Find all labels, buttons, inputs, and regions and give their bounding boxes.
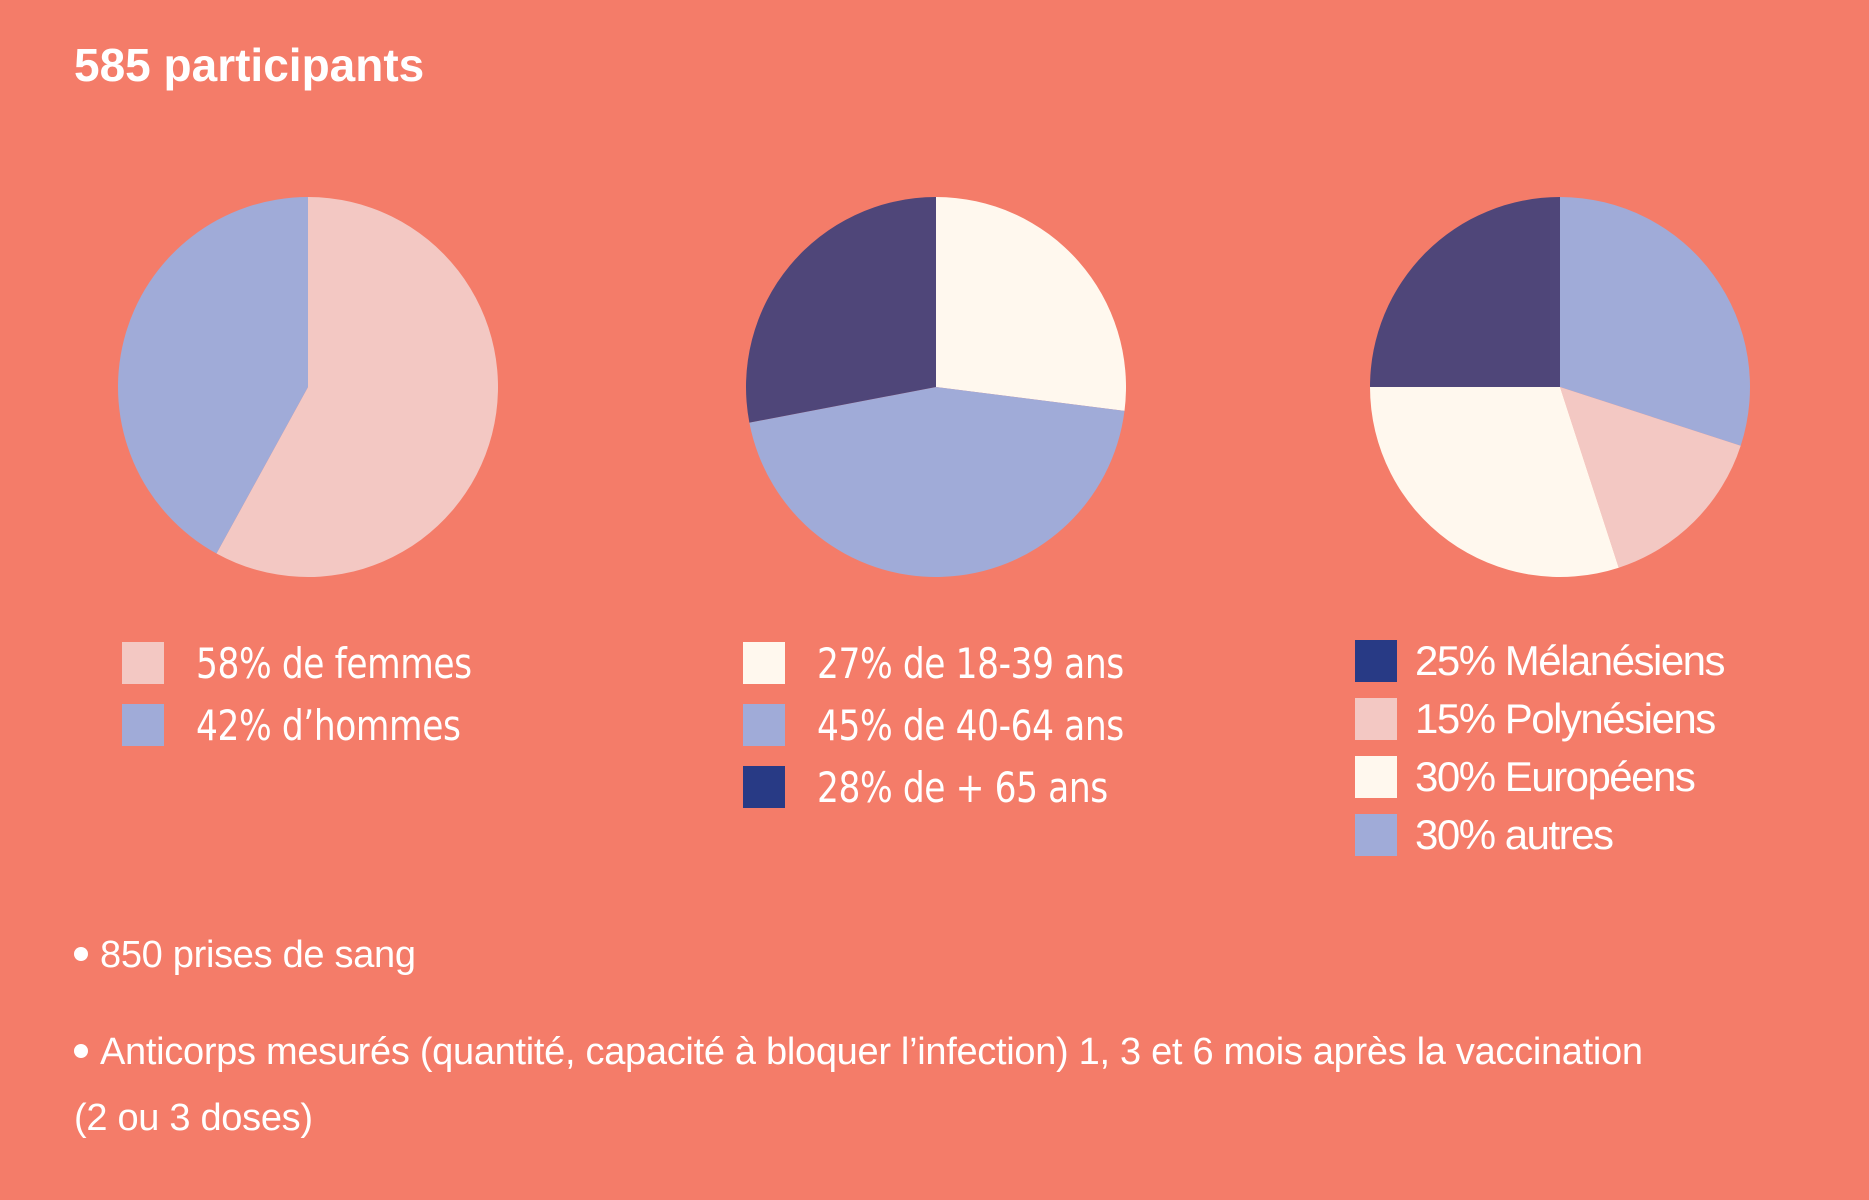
pie-slice — [118, 197, 308, 554]
legend-label: 28% de + 65 ans — [817, 762, 1108, 812]
page-title: 585 participants — [74, 39, 425, 91]
legend-item: 30% autres — [1355, 806, 1724, 864]
legend-swatch — [743, 704, 785, 746]
pie-chart-gender — [118, 197, 499, 577]
note-antibodies: Anticorps mesurés (quantité, capacité à … — [74, 1031, 1643, 1074]
legend-item: 30% Européens — [1355, 748, 1724, 806]
legend-age: 27% de 18-39 ans 45% de 40-64 ans 28% de… — [743, 632, 1191, 818]
pie-slice — [749, 387, 1125, 577]
bullet-dot — [74, 1043, 88, 1058]
legend-label: 45% de 40-64 ans — [817, 700, 1124, 750]
legend-swatch — [1355, 814, 1397, 856]
pie-slice — [936, 197, 1126, 411]
bullet-dot — [74, 946, 88, 961]
legend-item: 25% Mélanésiens — [1355, 632, 1726, 690]
legend-swatch — [743, 766, 785, 808]
legend-label: 27% de 18-39 ans — [817, 638, 1124, 688]
legend-swatch — [122, 704, 164, 746]
note-text: Anticorps mesurés (quantité, capacité à … — [100, 1031, 1643, 1073]
legend-swatch — [1355, 756, 1397, 798]
legend-label: 30% autres — [1415, 811, 1614, 858]
pie-chart-age — [746, 197, 1126, 577]
pie-slice — [1560, 387, 1741, 568]
legend-label: 58% de femmes — [196, 638, 472, 688]
legend-label: 42% d’hommes — [196, 700, 461, 750]
legend-gender: 58% de femmes 42% d’hommes — [122, 632, 532, 756]
legend-swatch — [122, 642, 164, 684]
legend-swatch — [743, 642, 785, 684]
pie-slice — [746, 197, 936, 423]
legend-label: 15% Polynésiens — [1415, 695, 1716, 742]
pie-chart-origin — [1370, 197, 1750, 577]
pie-slice — [1560, 197, 1750, 446]
note-text: (2 ou 3 doses) — [74, 1097, 313, 1139]
legend-item: 28% de + 65 ans — [743, 756, 1191, 818]
legend-item: 42% d’hommes — [122, 694, 532, 756]
legend-swatch — [1355, 640, 1397, 682]
note-text: 850 prises de sang — [100, 934, 416, 976]
legend-swatch — [1355, 698, 1397, 740]
pie-slice — [1370, 197, 1560, 387]
legend-item: 45% de 40-64 ans — [743, 694, 1191, 756]
pie-slice — [1370, 387, 1619, 577]
legend-item: 15% Polynésiens — [1355, 690, 1724, 748]
legend-item: 27% de 18-39 ans — [743, 632, 1191, 694]
legend-label: 25% Mélanésiens — [1415, 637, 1726, 684]
legend-item: 58% de femmes — [122, 632, 532, 694]
note-doses: (2 ou 3 doses) — [74, 1097, 313, 1140]
legend-origin: 25% Mélanésiens 15% Polynésiens 30% Euro… — [1355, 632, 1726, 864]
note-blood-samples: 850 prises de sang — [74, 934, 416, 977]
pie-slice — [216, 197, 499, 577]
legend-label: 30% Européens — [1415, 753, 1696, 800]
